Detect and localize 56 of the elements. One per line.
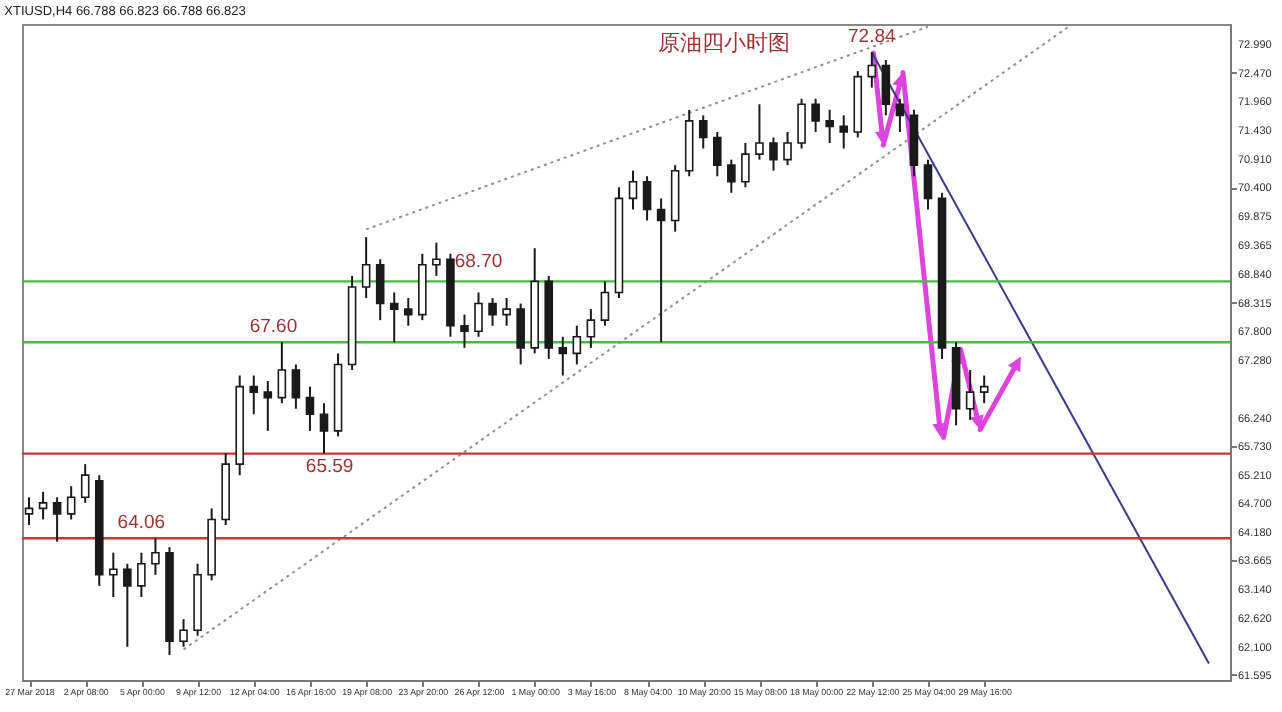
candlestick bbox=[502, 297, 511, 327]
candlestick bbox=[586, 308, 596, 349]
candlestick bbox=[277, 341, 287, 405]
annotation: 67.60 bbox=[249, 316, 298, 339]
candlestick bbox=[965, 368, 975, 421]
candlestick bbox=[305, 385, 315, 432]
annotation: 64.06 bbox=[117, 512, 166, 535]
candlestick bbox=[741, 142, 750, 189]
candlestick bbox=[881, 58, 891, 117]
candlestick bbox=[319, 402, 329, 455]
candlestick bbox=[403, 297, 413, 327]
candlestick bbox=[24, 496, 34, 526]
annotation: 原油四小时图 bbox=[658, 29, 791, 56]
candlestick bbox=[713, 130, 722, 178]
candlestick bbox=[867, 51, 877, 89]
candlestick bbox=[52, 496, 62, 543]
candlestick bbox=[825, 108, 834, 145]
candlestick bbox=[572, 324, 582, 366]
candlestick bbox=[389, 291, 399, 344]
candlestick bbox=[811, 97, 820, 133]
candlestick bbox=[698, 114, 708, 150]
candlestick bbox=[488, 297, 497, 327]
candlestick bbox=[755, 103, 764, 161]
candlestick bbox=[558, 335, 568, 377]
candlestick bbox=[628, 169, 638, 211]
candlestick bbox=[839, 114, 849, 150]
candlestick bbox=[66, 485, 76, 521]
candlestick bbox=[137, 551, 146, 598]
candlestick bbox=[769, 136, 778, 172]
candlestick bbox=[797, 97, 806, 150]
candlestick bbox=[432, 241, 441, 277]
candlestick bbox=[151, 537, 160, 576]
candlestick bbox=[783, 130, 792, 167]
candlestick bbox=[600, 280, 610, 327]
candlestick bbox=[642, 175, 652, 222]
candlestick bbox=[727, 158, 736, 194]
candlestick bbox=[291, 363, 301, 410]
annotation: 68.70 bbox=[454, 251, 503, 274]
candlestick bbox=[516, 302, 525, 366]
candlestick bbox=[123, 562, 132, 648]
annotation: 65.59 bbox=[305, 455, 354, 478]
candlestick bbox=[923, 158, 933, 211]
annotation: 72.84 bbox=[848, 26, 896, 49]
candlestick bbox=[249, 374, 259, 416]
candlestick bbox=[179, 618, 188, 648]
candlestick bbox=[460, 313, 469, 349]
candlestick bbox=[263, 380, 273, 432]
candlestick bbox=[375, 258, 385, 322]
candlestick bbox=[895, 97, 905, 133]
candlestick bbox=[656, 197, 666, 344]
candlestick bbox=[979, 374, 989, 405]
candlestick bbox=[38, 490, 48, 521]
candlestick bbox=[474, 291, 483, 338]
candlestick bbox=[80, 463, 90, 504]
candlestick bbox=[361, 236, 371, 300]
candlestick bbox=[109, 551, 118, 598]
